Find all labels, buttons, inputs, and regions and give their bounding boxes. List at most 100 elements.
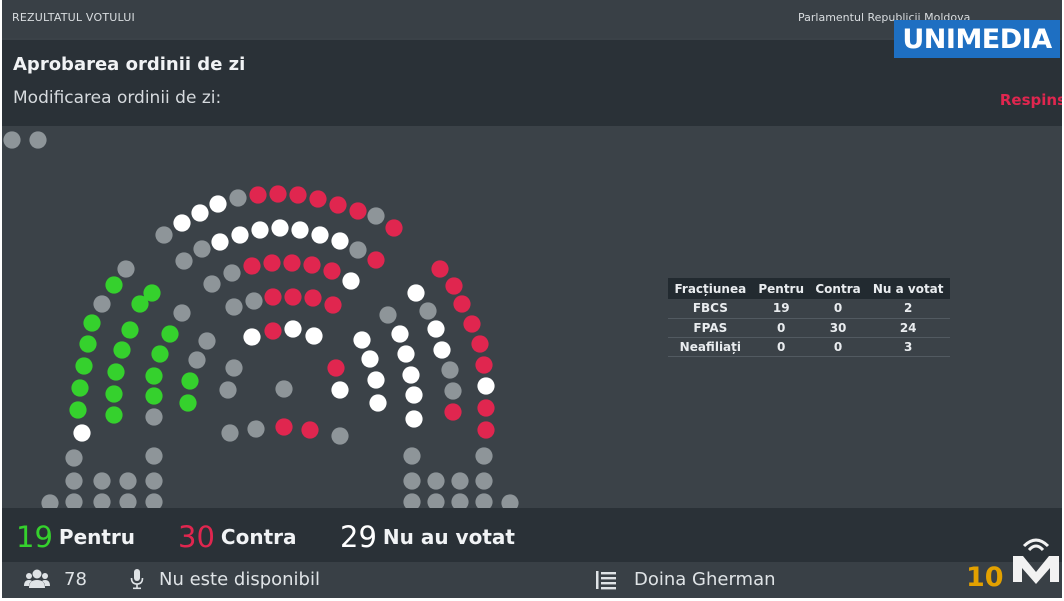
seat (243, 328, 261, 346)
nu-a-votat-count: 3 (866, 337, 950, 357)
speaker-name: Doina Gherman (634, 569, 776, 590)
seat (441, 361, 459, 379)
seat (311, 226, 329, 244)
seat (407, 284, 425, 302)
seat (93, 493, 111, 508)
seat (309, 190, 327, 208)
seat (324, 296, 342, 314)
seat (477, 399, 495, 417)
seat (263, 254, 281, 272)
seat (181, 372, 199, 390)
microphone-icon (130, 568, 144, 595)
seat (349, 241, 367, 259)
seat (211, 233, 229, 251)
seat (151, 345, 169, 363)
faction-name: Neafiliați (668, 337, 753, 357)
seat (275, 380, 293, 398)
seat (264, 288, 282, 306)
seat (145, 387, 163, 405)
seat (93, 472, 111, 490)
seat (117, 260, 135, 278)
seat (431, 260, 449, 278)
seat (107, 363, 125, 381)
contra-count: 0 (809, 299, 867, 319)
seat (451, 472, 469, 490)
seat (113, 341, 131, 359)
seat (291, 221, 309, 239)
total-pentru: 19 Pentru (16, 520, 135, 554)
section-label: REZULTATUL VOTULUI (12, 11, 135, 24)
seat (243, 257, 261, 275)
faction-results-table: Fracțiunea Pentru Contra Nu a votat FBCS… (668, 278, 950, 357)
seat (305, 327, 323, 345)
motion-header: Aprobarea ordinii de zi Modificarea ordi… (2, 40, 1062, 126)
total-contra-value: 30 (178, 520, 215, 554)
seat (477, 421, 495, 439)
seat (93, 295, 111, 313)
seat (145, 447, 163, 465)
seat (397, 345, 415, 363)
seat (73, 424, 91, 442)
seat (145, 408, 163, 426)
seat (245, 292, 263, 310)
seat (463, 315, 481, 333)
seat (119, 493, 137, 508)
seat (331, 232, 349, 250)
microphone-status: Nu este disponibil (159, 569, 320, 590)
seat (283, 254, 301, 272)
seat (419, 302, 437, 320)
seat-map (3, 131, 519, 508)
seat (475, 447, 493, 465)
table-row: FPAS 0 30 24 (668, 318, 950, 338)
seat (444, 403, 462, 421)
seat (331, 381, 349, 399)
seat (119, 472, 137, 490)
seat (173, 304, 191, 322)
seat (475, 356, 493, 374)
contra-count: 0 (809, 337, 867, 357)
seat (349, 202, 367, 220)
seat (475, 472, 493, 490)
seat (75, 357, 93, 375)
seat (131, 295, 149, 313)
seat (71, 379, 89, 397)
seat (121, 321, 139, 339)
seat (403, 447, 421, 465)
total-nu-au-votat: 29 Nu au votat (340, 520, 515, 554)
contra-count: 30 (809, 318, 867, 338)
unimedia-logo: UNIMEDIA (894, 20, 1060, 58)
seat (155, 226, 173, 244)
seat (221, 424, 239, 442)
motion-title: Aprobarea ordinii de zi (13, 54, 246, 75)
seat (433, 341, 451, 359)
seat (145, 493, 163, 508)
seat (188, 351, 206, 369)
col-header-pentru: Pentru (752, 278, 810, 299)
seat (193, 240, 211, 258)
seat (251, 221, 269, 239)
seat (427, 320, 445, 338)
seat (264, 322, 282, 340)
seat (191, 204, 209, 222)
seat (269, 185, 287, 203)
seat (379, 306, 397, 324)
seat (289, 186, 307, 204)
status-footer: 78 Nu este disponibil Doina Gherman 10 (2, 562, 1062, 598)
users-icon (24, 568, 50, 595)
seat (225, 298, 243, 316)
present-count: 78 (64, 569, 87, 590)
seat (223, 264, 241, 282)
seat (179, 394, 197, 412)
seat (249, 186, 267, 204)
motion-subtitle: Modificarea ordinii de zi: (13, 88, 222, 108)
seat (225, 359, 243, 377)
seat (284, 288, 302, 306)
seat (367, 207, 385, 225)
total-pentru-value: 19 (16, 520, 53, 554)
seat (477, 377, 495, 395)
seat (79, 335, 97, 353)
seat (219, 381, 237, 399)
seat (247, 420, 265, 438)
seat (203, 275, 221, 293)
